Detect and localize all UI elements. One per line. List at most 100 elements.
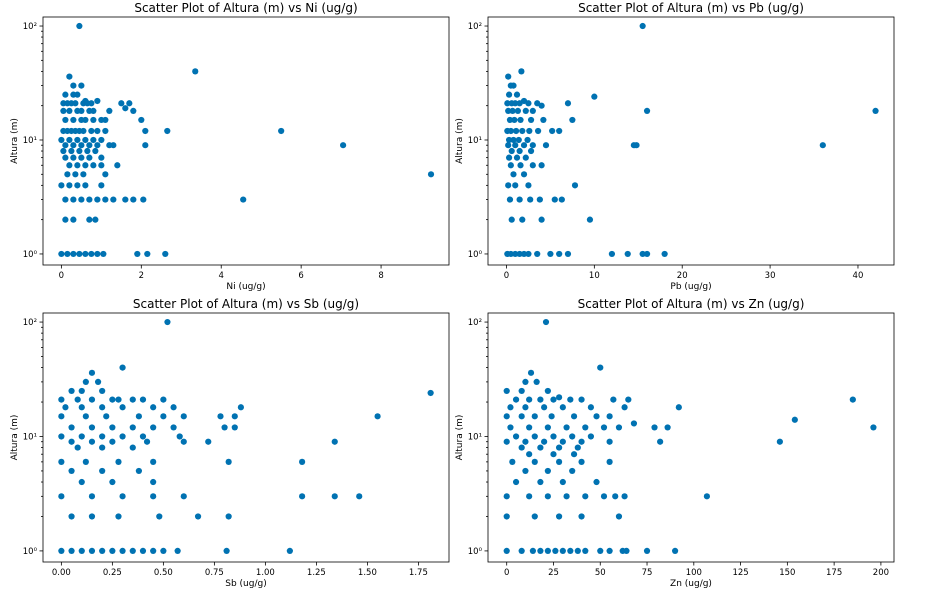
ni-data-point <box>70 82 77 89</box>
sb-data-point <box>139 433 147 440</box>
pb-chart-title: Scatter Plot of Altura (m) vs Pb (ug/g) <box>578 1 804 15</box>
zn-data-point <box>578 396 585 403</box>
zn-data-point <box>597 547 604 555</box>
pb-data-point <box>515 136 522 144</box>
sb-data-point <box>78 433 85 440</box>
sb-data-point <box>88 438 96 445</box>
sb-x-tick-label: 0.00 <box>52 568 71 578</box>
sb-data-point <box>160 547 167 555</box>
ni-data-point <box>114 162 121 169</box>
zn-data-point <box>643 547 651 555</box>
sb-data-point <box>180 413 187 420</box>
zn-data-point <box>518 444 525 451</box>
sb-data-point <box>156 513 163 520</box>
pb-data-point <box>513 91 521 98</box>
pb-data-point <box>527 116 535 124</box>
sb-data-point <box>58 458 65 465</box>
zn-chart-title: Scatter Plot of Altura (m) vs Zn (ug/g) <box>578 297 805 311</box>
zn-data-point <box>537 478 544 486</box>
ni-data-point <box>88 100 95 107</box>
sb-y-tick-label: 10⁰ <box>23 547 38 557</box>
zn-data-point <box>621 404 628 411</box>
pb-data-point <box>510 171 517 178</box>
ni-data-point <box>66 136 73 144</box>
ni-data-point <box>162 250 169 258</box>
ni-data-point <box>240 196 247 203</box>
pb-data-point <box>558 196 565 203</box>
sb-x-axis-label: Sb (ug/g) <box>225 579 266 589</box>
sb-data-point <box>180 438 187 445</box>
ni-data-point <box>68 147 75 155</box>
zn-data-point <box>503 547 510 555</box>
ni-data-point <box>94 127 101 135</box>
pb-x-tick-label: 10 <box>589 271 600 281</box>
zn-x-tick-label: 125 <box>732 568 748 578</box>
sb-data-point <box>109 547 116 555</box>
zn-x-tick-label: 150 <box>779 568 795 578</box>
sb-data-point <box>331 438 338 445</box>
sb-data-point <box>129 424 136 431</box>
ni-data-point <box>140 196 147 203</box>
sb-plot-frame <box>42 312 450 563</box>
ni-data-point <box>70 216 77 223</box>
ni-data-point <box>118 100 125 107</box>
sb-data-point <box>88 513 96 520</box>
zn-data-point <box>509 458 516 465</box>
pb-data-point <box>505 182 512 189</box>
ni-data-point <box>78 82 85 89</box>
sb-data-point <box>221 424 228 431</box>
pb-data-point <box>534 127 542 135</box>
zn-data-point <box>610 396 617 403</box>
zn-data-point <box>518 547 525 555</box>
zn-data-point <box>574 444 581 451</box>
ni-data-point <box>82 182 89 189</box>
sb-data-point <box>74 444 81 451</box>
ni-data-point <box>110 196 117 203</box>
zn-data-point <box>625 396 632 403</box>
ni-data-point <box>62 91 69 98</box>
zn-x-axis-label: Zn (ug/g) <box>670 579 712 589</box>
sb-data-point <box>119 547 126 555</box>
sb-data-point <box>58 396 65 403</box>
pb-data-point <box>512 142 519 149</box>
ni-data-point <box>82 250 89 258</box>
sb-data-point <box>427 389 434 397</box>
ni-x-tick-label: 4 <box>219 271 224 281</box>
sb-x-tick-label: 1.00 <box>256 568 275 578</box>
zn-x-tick-label: 100 <box>686 568 702 578</box>
zn-data-point <box>597 364 604 371</box>
ni-data-point <box>66 182 73 189</box>
sb-data-point <box>194 513 202 520</box>
zn-data-point <box>623 547 630 555</box>
sb-data-point <box>119 433 126 440</box>
zn-x-tick-label: 0 <box>504 568 509 578</box>
sb-x-tick-label: 0.25 <box>103 568 122 578</box>
ni-data-point <box>66 162 73 169</box>
pb-data-point <box>518 68 525 75</box>
sb-data-point <box>135 413 142 420</box>
pb-data-point <box>512 100 519 107</box>
pb-data-point <box>549 127 556 135</box>
sb-data-point <box>299 458 306 465</box>
ni-data-point <box>82 116 89 124</box>
sb-data-point <box>109 424 116 431</box>
ni-data-point <box>70 154 77 161</box>
pb-data-point <box>510 136 517 144</box>
pb-data-point <box>556 250 563 258</box>
sb-data-point <box>150 478 157 486</box>
sb-data-point <box>78 478 85 486</box>
sb-data-point <box>331 493 338 500</box>
ni-data-point <box>88 127 95 135</box>
pb-data-point <box>505 154 513 161</box>
sb-data-point <box>78 404 85 411</box>
sb-data-point <box>99 404 106 411</box>
zn-data-point <box>675 404 682 411</box>
pb-data-point <box>516 100 523 107</box>
ni-plot-frame <box>42 16 450 266</box>
ni-data-point <box>130 196 137 203</box>
ni-data-point <box>88 250 95 258</box>
ni-data-point <box>144 250 151 258</box>
pb-data-point <box>522 154 529 161</box>
zn-x-tick-label: 175 <box>826 568 842 578</box>
zn-data-point <box>849 396 856 403</box>
